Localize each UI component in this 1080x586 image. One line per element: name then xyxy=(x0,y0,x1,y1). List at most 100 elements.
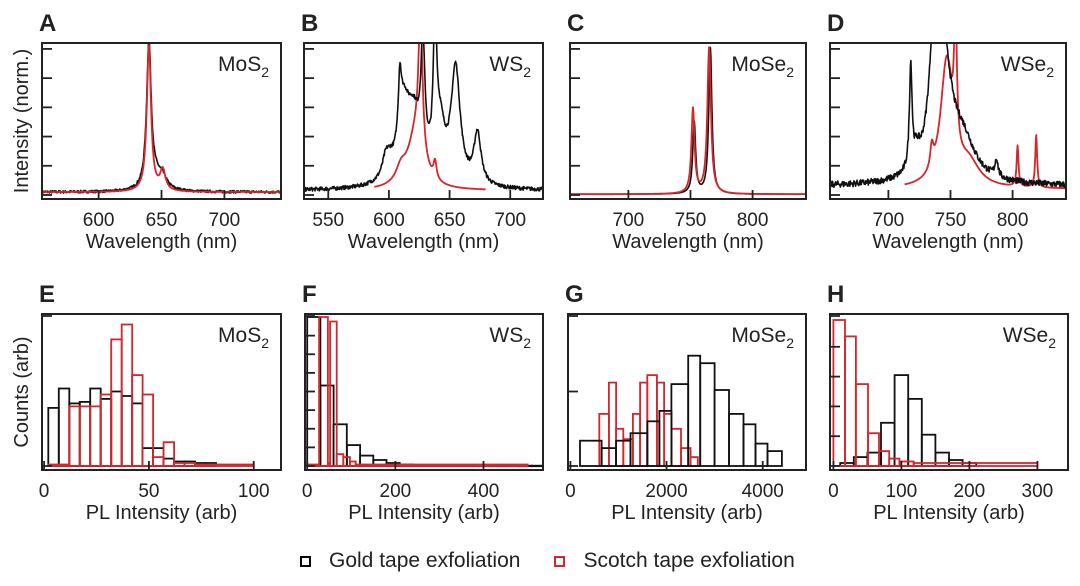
histogram-bar-scotch xyxy=(622,438,634,467)
histogram-bar-gold xyxy=(766,450,783,467)
plot-frame xyxy=(303,42,544,200)
x-axis-label: Wavelength (nm) xyxy=(348,231,500,253)
histogram-bar-gold xyxy=(99,397,113,467)
histogram-bar-scotch xyxy=(68,405,81,467)
legend-item-gold: Gold tape exfoliation xyxy=(300,549,520,573)
material-label: MoS2 xyxy=(218,324,269,351)
histogram-bar-scotch xyxy=(329,320,338,467)
x-tick-label: 0 xyxy=(302,481,313,502)
histogram-bar-gold xyxy=(110,390,123,467)
histogram-bar-gold xyxy=(345,444,361,467)
histogram-bar-scotch xyxy=(141,393,155,467)
series-line-scotch xyxy=(570,46,806,196)
series-line-scotch xyxy=(904,43,1066,190)
histogram-bar-scotch xyxy=(183,462,197,467)
x-axis-label: PL Intensity (arb) xyxy=(873,502,1025,524)
histogram-bar-scotch xyxy=(663,412,673,467)
histogram-bar-gold xyxy=(880,421,896,467)
histogram-bar-gold xyxy=(670,383,690,467)
histogram-bar-gold xyxy=(699,362,716,467)
x-tick-label: 0 xyxy=(565,481,576,502)
material-label: WS2 xyxy=(489,324,531,351)
histogram-bar-scotch xyxy=(89,405,102,467)
histogram-bar-gold xyxy=(120,395,134,467)
histogram-bar-scotch xyxy=(632,412,642,467)
histogram-bar-scotch xyxy=(608,381,618,467)
plot-area xyxy=(570,46,806,196)
histogram-bar-gold xyxy=(754,442,769,467)
histogram-bar-scotch xyxy=(639,381,649,467)
histogram-bar-gold xyxy=(89,387,102,467)
histogram-bar-gold xyxy=(47,406,60,467)
histogram-bar-gold xyxy=(78,400,92,467)
legend-item-scotch: Scotch tape exfoliation xyxy=(554,549,795,573)
x-tick-label: 750 xyxy=(675,210,707,231)
x-tick-label: 200 xyxy=(954,481,986,502)
histogram-bar-gold xyxy=(131,402,144,467)
x-tick-label: 4000 xyxy=(742,481,784,502)
plot-area xyxy=(830,43,1066,190)
legend-swatch-scotch xyxy=(554,555,566,567)
plot-frame xyxy=(829,313,1069,471)
material-label: WSe2 xyxy=(1003,324,1057,351)
histogram-bar-scotch xyxy=(162,441,176,467)
plot-area xyxy=(42,43,281,194)
histogram-bar-scotch xyxy=(99,393,113,467)
x-tick-label: 100 xyxy=(886,481,918,502)
histogram-bar-gold xyxy=(713,389,730,467)
y-axis-label: Intensity (norm.) xyxy=(11,49,33,193)
histogram-bar-scotch xyxy=(615,427,625,467)
histogram-bar-gold xyxy=(893,374,910,467)
plot-frame xyxy=(41,313,282,471)
series-line-gold xyxy=(830,43,1066,189)
histogram-bar-gold xyxy=(57,387,71,467)
x-tick-label: 400 xyxy=(468,481,500,502)
panel-letter: C xyxy=(567,10,584,37)
histogram-bar-gold xyxy=(162,457,176,467)
x-axis-label: Wavelength (nm) xyxy=(872,231,1024,253)
histogram-bar-scotch xyxy=(131,374,144,467)
plot-frame xyxy=(569,42,807,200)
series-line-scotch xyxy=(373,43,487,191)
histogram-bar-gold xyxy=(728,412,745,467)
histogram-bar-gold xyxy=(742,423,757,467)
x-axis-label: PL Intensity (arb) xyxy=(611,502,763,524)
histogram-bar-gold xyxy=(68,402,81,467)
x-axis-label: PL Intensity (arb) xyxy=(348,502,500,524)
histogram-bar-scotch xyxy=(335,453,345,467)
x-tick-label: 800 xyxy=(737,210,769,231)
panel-letter: A xyxy=(39,10,56,37)
x-tick-label: 300 xyxy=(1022,481,1054,502)
x-tick-label: 650 xyxy=(146,210,178,231)
histogram-bar-gold xyxy=(141,447,155,467)
material-label: MoS2 xyxy=(218,53,269,80)
x-axis-label: Wavelength (nm) xyxy=(612,231,764,253)
histogram-bar-scotch xyxy=(656,381,666,467)
histogram-bar-gold xyxy=(579,439,603,467)
x-tick-label: 750 xyxy=(935,210,967,231)
histogram-bar-scotch xyxy=(844,335,857,467)
x-tick-label: 550 xyxy=(312,210,344,231)
plot-area xyxy=(579,354,783,467)
x-tick-label: 2000 xyxy=(645,481,687,502)
histogram-bar-scotch xyxy=(78,405,92,467)
histogram-bar-gold xyxy=(934,451,950,467)
legend: Gold tape exfoliation Scotch tape exfoli… xyxy=(300,549,829,573)
x-tick-label: 700 xyxy=(494,210,526,231)
panel-letter: D xyxy=(827,10,844,37)
histogram-bar-scotch xyxy=(354,463,529,467)
legend-label-scotch: Scotch tape exfoliation xyxy=(583,549,795,572)
y-axis-label: Counts (arb) xyxy=(11,336,33,447)
material-label: MoSe2 xyxy=(731,324,794,351)
x-tick-label: 600 xyxy=(373,210,405,231)
plot-frame xyxy=(829,42,1067,200)
x-tick-label: 50 xyxy=(138,481,159,502)
histogram-bar-scotch xyxy=(110,338,123,467)
histogram-bar-scotch xyxy=(152,456,165,467)
